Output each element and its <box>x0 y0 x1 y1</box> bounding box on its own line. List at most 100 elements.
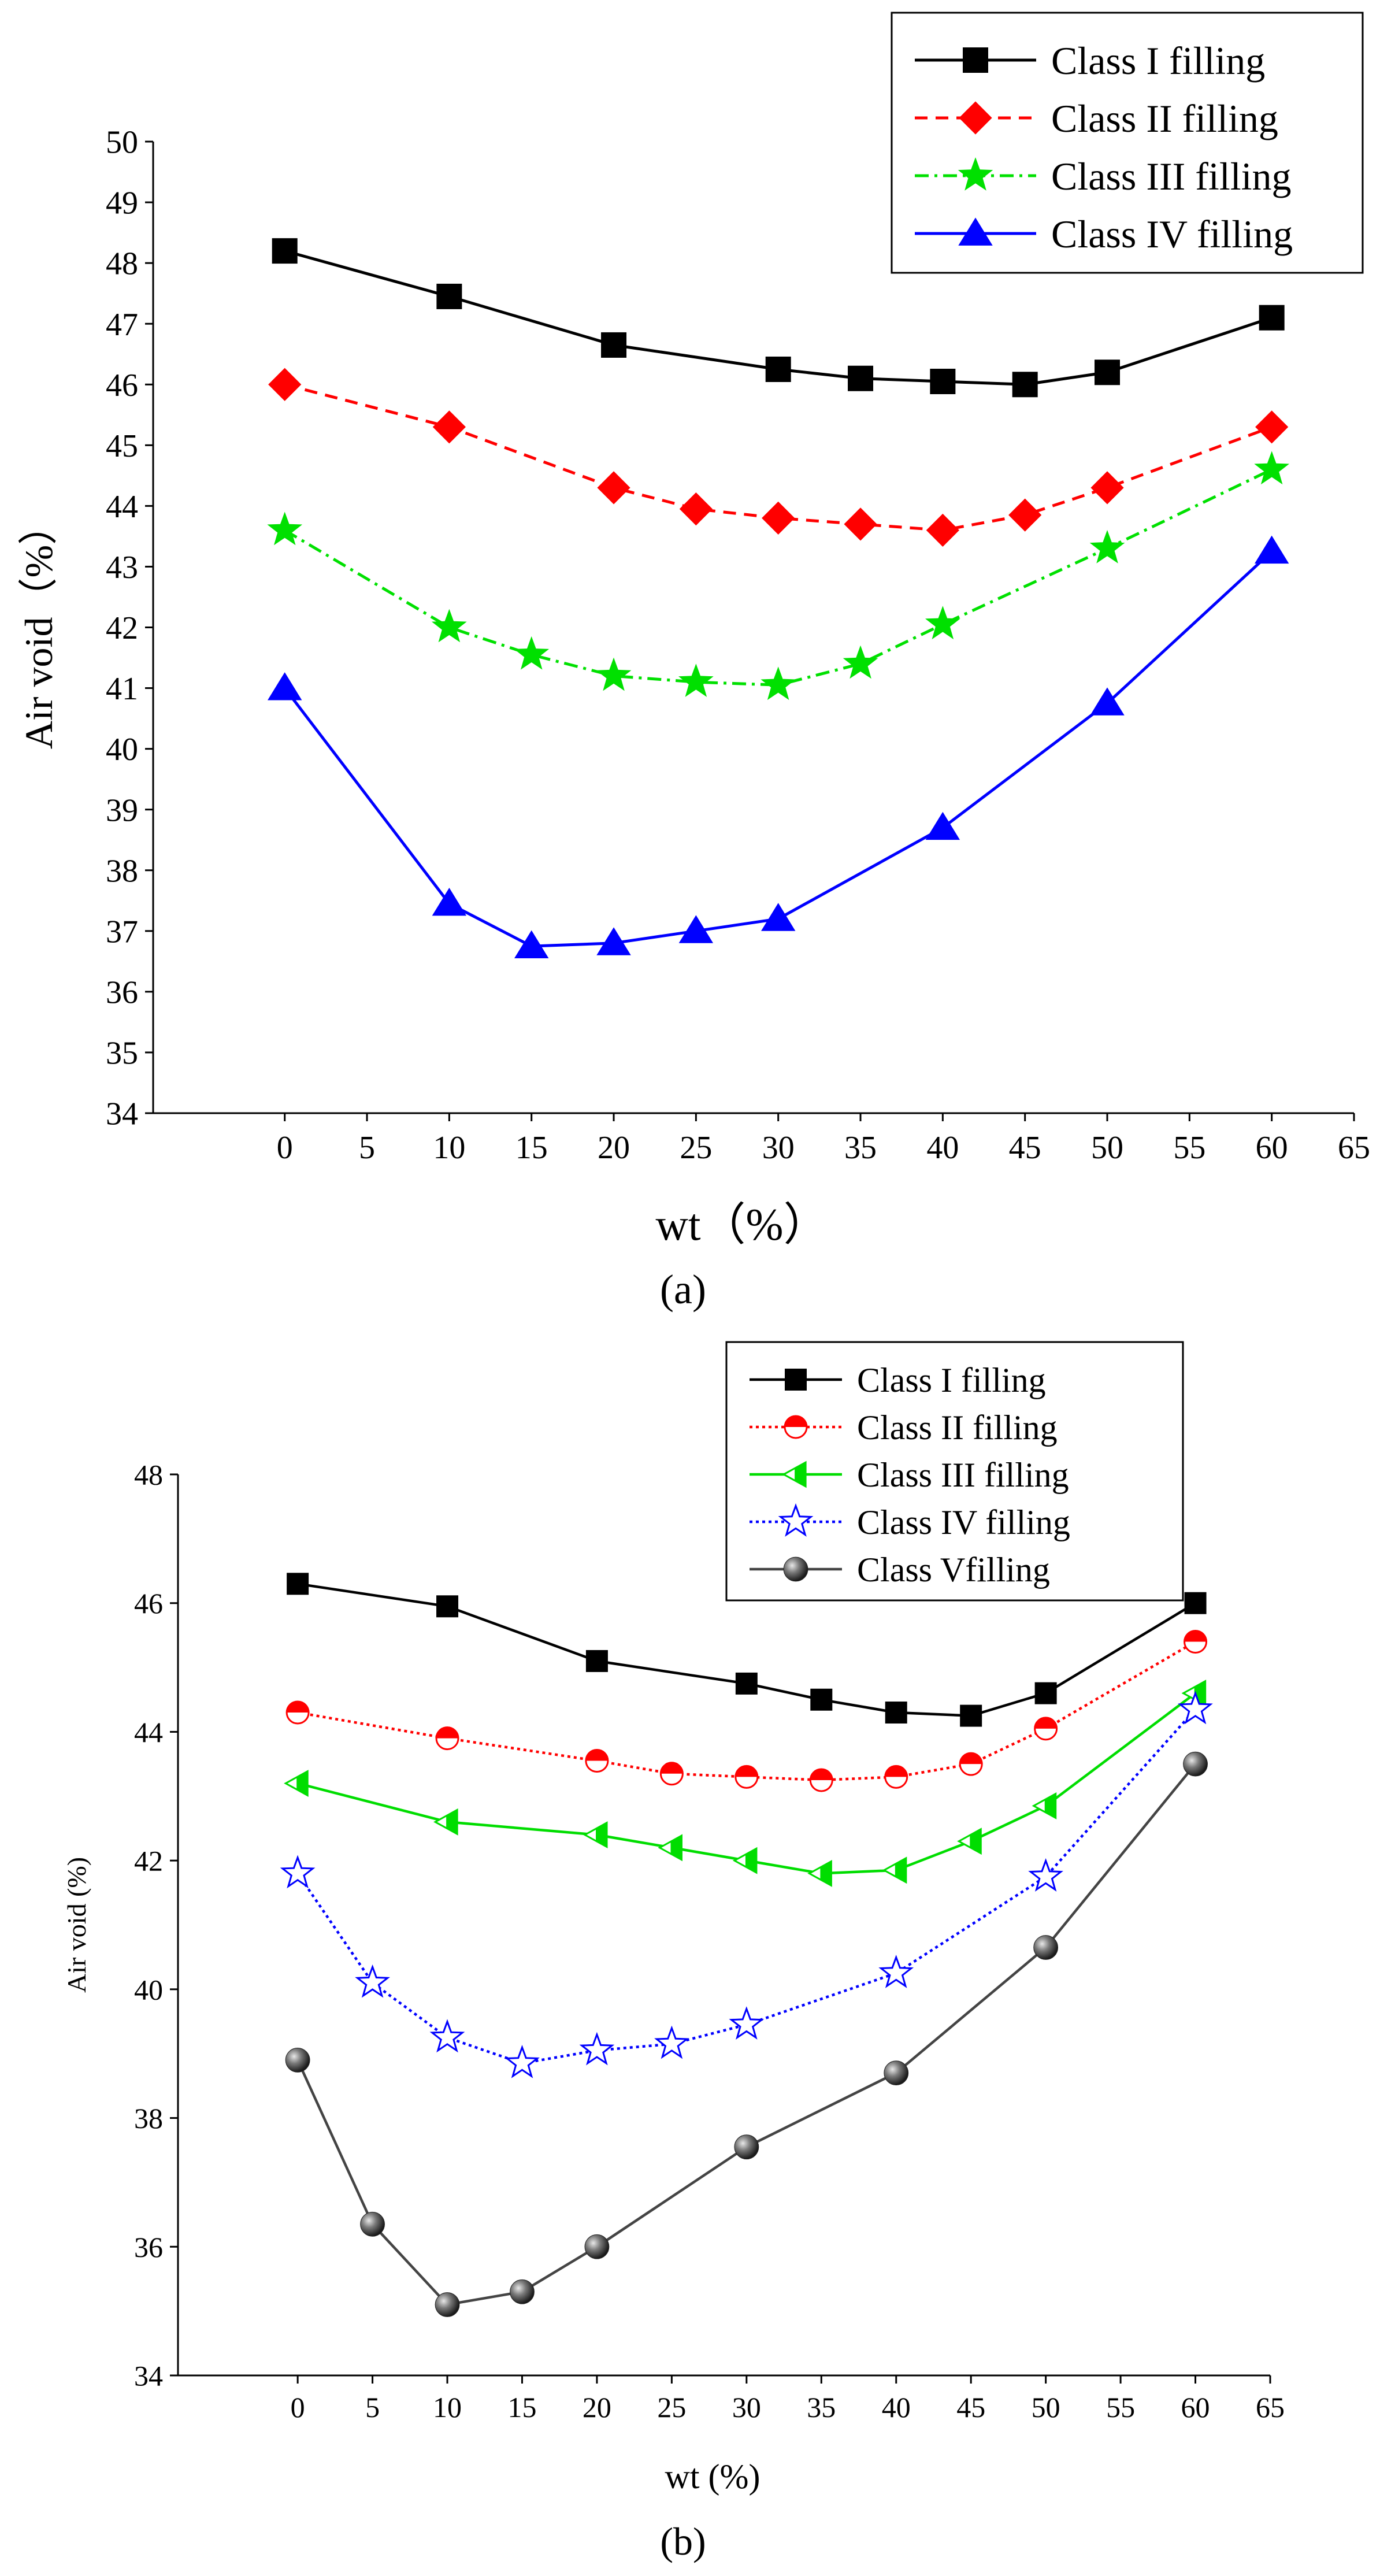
data-point <box>884 1765 908 1789</box>
data-point <box>765 356 791 382</box>
series-line <box>284 383 1273 532</box>
legend-item: Class IV filling <box>915 212 1293 256</box>
y-tick-label: 44 <box>134 1716 163 1748</box>
data-point <box>514 636 550 670</box>
data-point <box>585 1650 608 1672</box>
x-tick-label: 45 <box>956 2391 985 2423</box>
x-tick-label: 50 <box>1032 2391 1060 2423</box>
legend-label: Class III filling <box>857 1456 1069 1494</box>
data-point <box>732 1847 758 1874</box>
y-tick-label: 42 <box>106 610 138 646</box>
panel-a: 34 35 36 37 38 39 40 41 42 43 44 45 46 47 48 49 50 0 5 10 15… <box>17 12 1370 1313</box>
data-point <box>678 664 714 697</box>
data-point <box>1259 305 1285 331</box>
legend: Class I filling Class II filling Class III… <box>725 1341 1184 1602</box>
data-point <box>843 645 878 679</box>
y-tick-label: 46 <box>106 368 138 403</box>
x-tick-label: 10 <box>433 1130 465 1166</box>
x-tick-label: 35 <box>807 2391 836 2423</box>
legend-item: Class Vfilling <box>750 1551 1050 1589</box>
data-point <box>844 507 877 541</box>
y-tick-label: 49 <box>106 186 138 221</box>
x-tick-label: 5 <box>359 1130 375 1166</box>
data-point-fill <box>885 1766 907 1777</box>
data-point-fill <box>436 1727 459 1739</box>
data-point <box>1032 1792 1057 1819</box>
legend-marker <box>958 157 993 191</box>
data-point <box>284 1770 309 1797</box>
data-point <box>960 1704 982 1727</box>
data-point-fill <box>970 1829 981 1854</box>
data-point <box>679 492 713 526</box>
y-tick-label: 36 <box>134 2231 163 2263</box>
x-tick-label: 0 <box>291 2391 305 2423</box>
legend-item: Class III filling <box>915 154 1292 198</box>
x-tick-label: 40 <box>926 1130 959 1166</box>
y-tick-label: 47 <box>106 307 138 343</box>
series-4 <box>280 1691 1213 2078</box>
series-line <box>297 1582 1196 1717</box>
x-tick-label: 30 <box>762 1130 795 1166</box>
legend-label: Class II filling <box>857 1409 1058 1447</box>
legend-marker <box>778 1503 814 1537</box>
y-tick-label: 34 <box>134 2360 163 2392</box>
y-axis-title: Air void (%) <box>62 1857 91 1993</box>
data-point <box>1255 410 1289 444</box>
legend-marker <box>781 1461 807 1488</box>
data-point <box>432 609 467 643</box>
data-point-fill <box>1034 1717 1057 1729</box>
legend-label: Class I filling <box>1051 39 1265 83</box>
y-tick-label: 48 <box>134 1459 163 1491</box>
data-point <box>848 365 874 391</box>
y-tick-label: 35 <box>106 1036 138 1072</box>
series-line <box>297 1692 1196 1875</box>
series-2 <box>268 368 1289 547</box>
legend-item: Class I filling <box>750 1361 1046 1399</box>
data-point <box>436 283 462 309</box>
legend-marker <box>785 1369 807 1391</box>
y-tick-label: 45 <box>106 428 138 464</box>
data-point <box>884 2060 909 2086</box>
data-point <box>579 2032 615 2066</box>
data-point <box>885 1702 907 1724</box>
legend-item: Class II filling <box>750 1409 1058 1447</box>
data-point-fill <box>745 1848 756 1873</box>
data-point <box>429 2019 465 2053</box>
y-tick-label: 41 <box>106 671 138 707</box>
data-point <box>585 1749 609 1773</box>
series-line <box>297 1640 1196 1782</box>
y-tick-label: 34 <box>106 1096 138 1132</box>
legend-label: Class I filling <box>857 1361 1046 1399</box>
y-tick-label: 37 <box>106 914 138 950</box>
data-point <box>930 368 956 394</box>
x-tick-label: 5 <box>365 2391 380 2423</box>
data-point-fill <box>446 1810 458 1834</box>
data-point-fill <box>1044 1793 1056 1818</box>
data-point <box>510 2279 535 2304</box>
x-tick-label: 30 <box>732 2391 761 2423</box>
data-point <box>809 1768 833 1792</box>
data-point <box>959 1752 983 1776</box>
series-3 <box>284 1680 1207 1887</box>
data-point <box>1254 535 1289 564</box>
data-point-fill <box>287 1702 309 1713</box>
data-point <box>957 1828 982 1855</box>
data-point <box>1095 359 1121 386</box>
data-point <box>583 1821 608 1849</box>
data-point <box>432 888 467 916</box>
y-tick-label: 43 <box>106 550 138 585</box>
series-2 <box>285 1630 1208 1792</box>
data-point <box>596 657 632 691</box>
series-5 <box>285 1751 1208 2317</box>
x-tick-label: 55 <box>1106 2391 1135 2423</box>
data-point <box>596 927 631 955</box>
data-point-fill <box>596 1822 607 1847</box>
legend-marker-fill <box>785 1416 807 1427</box>
data-point-fill <box>661 1762 683 1774</box>
y-tick-label: 42 <box>134 1845 163 1877</box>
data-point <box>268 368 302 401</box>
series-3 <box>267 451 1289 700</box>
data-point <box>734 2134 759 2160</box>
data-point <box>1028 1858 1063 1892</box>
data-point <box>285 2047 310 2073</box>
